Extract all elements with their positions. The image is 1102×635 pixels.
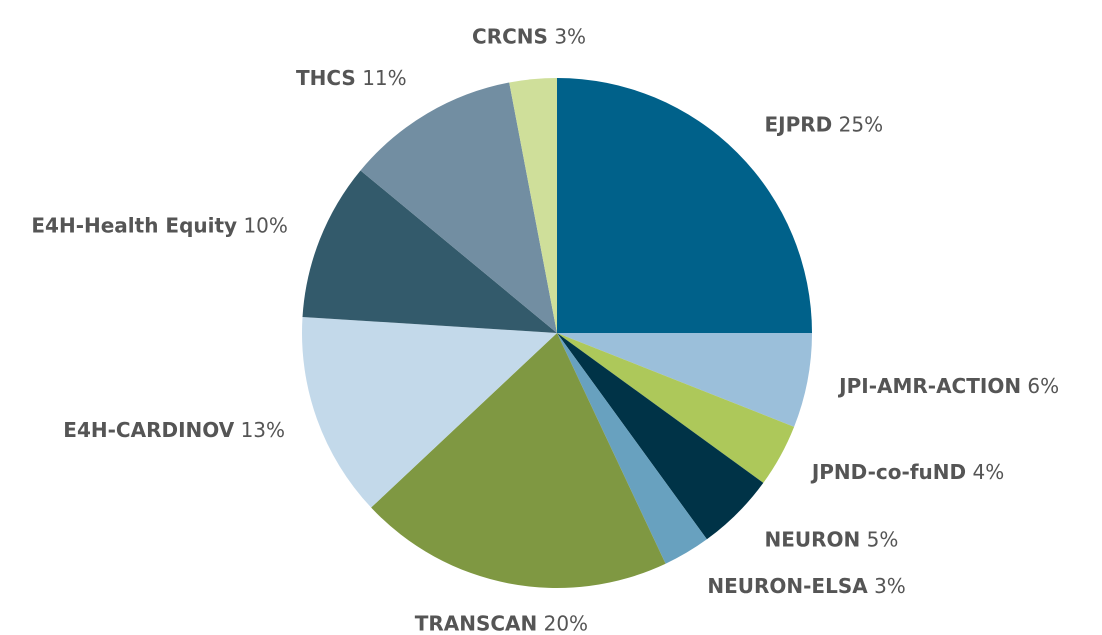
slice-label: JPND-co-fuND 4% [810, 460, 1004, 484]
pie-slice [557, 333, 812, 427]
slice-value: 10% [243, 213, 287, 237]
slice-name: CRCNS [472, 24, 548, 48]
slice-label: EJPRD 25% [765, 112, 884, 136]
slice-name: E4H-Health Equity [31, 213, 237, 237]
slice-label: NEURON 5% [765, 527, 899, 551]
pie-slice [557, 333, 795, 483]
slice-label: JPI-AMR-ACTION 6% [837, 373, 1059, 397]
slice-name: NEURON [765, 527, 861, 551]
slice-label: E4H-Health Equity 10% [31, 213, 288, 237]
slice-name: JPND-co-fuND [810, 460, 966, 484]
pie-slice [371, 333, 666, 589]
slice-value: 25% [839, 112, 883, 136]
pie-slice [557, 78, 812, 333]
slice-name: E4H-CARDINOV [63, 417, 234, 441]
slice-label: NEURON-ELSA 3% [707, 574, 905, 598]
slice-label: TRANSCAN 20% [415, 611, 588, 635]
pie-slice [557, 333, 764, 540]
pie-slice [509, 78, 557, 333]
slice-value: 3% [554, 24, 586, 48]
slice-name: EJPRD [765, 112, 833, 136]
slice-value: 20% [544, 611, 588, 635]
pie-slice [302, 170, 557, 333]
slice-label: CRCNS 3% [472, 24, 586, 48]
pie-slice [301, 316, 557, 508]
slice-label: E4H-CARDINOV 13% [63, 417, 285, 441]
slice-value: 11% [362, 65, 406, 89]
slice-name: NEURON-ELSA [707, 574, 868, 598]
slice-value: 13% [241, 417, 285, 441]
slice-name: JPI-AMR-ACTION [837, 373, 1021, 397]
slice-label: THCS 11% [296, 65, 407, 89]
pie-slice [360, 82, 557, 333]
slice-name: TRANSCAN [415, 611, 538, 635]
slice-value: 4% [972, 460, 1004, 484]
slice-value: 5% [867, 527, 899, 551]
slice-name: THCS [296, 65, 356, 89]
pie-slice [557, 333, 707, 564]
slice-value: 3% [874, 574, 906, 598]
slice-value: 6% [1027, 373, 1059, 397]
